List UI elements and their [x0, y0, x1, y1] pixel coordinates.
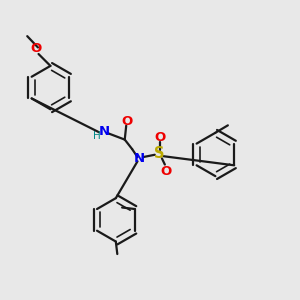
- Text: N: N: [134, 152, 145, 164]
- Text: O: O: [122, 115, 133, 128]
- Text: O: O: [154, 131, 165, 144]
- Text: N: N: [98, 125, 110, 138]
- Text: O: O: [161, 165, 172, 178]
- Text: O: O: [31, 42, 42, 55]
- Text: S: S: [154, 146, 165, 161]
- Text: H: H: [93, 131, 101, 141]
